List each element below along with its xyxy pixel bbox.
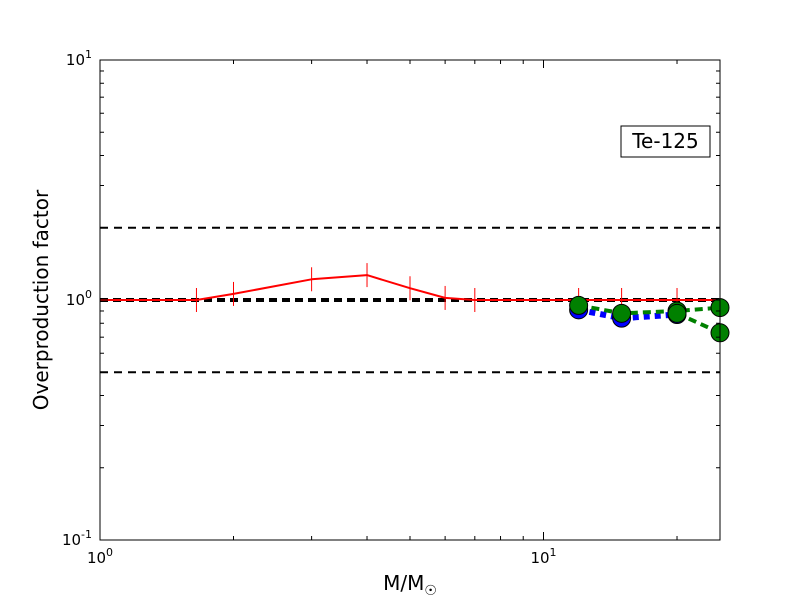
- y-axis-label: Overproduction factor: [29, 189, 53, 410]
- annotation-text: Te-125: [631, 129, 699, 153]
- reference-lines: [100, 226, 720, 374]
- x-tick-label-0: 100: [87, 546, 113, 567]
- series-3-point-0: [667, 303, 687, 323]
- y-tick-label-base-2: 10: [66, 51, 85, 69]
- x-axis-label-main: M/M: [383, 571, 424, 595]
- x-tick-label-1: 101: [530, 546, 556, 567]
- series-1-line: [578, 306, 678, 322]
- x-axis-label-sub: ☉: [424, 583, 437, 599]
- x-tick-label-exp-1: 1: [550, 546, 557, 559]
- x-tick-label-base-0: 10: [87, 549, 106, 567]
- y-tick-label-base-1: 10: [66, 291, 85, 309]
- x-axis-label: M/M☉: [383, 571, 437, 599]
- y-tick-label-exp-0: -1: [81, 528, 92, 541]
- y-tick-label-exp-2: 1: [85, 48, 92, 61]
- y-tick-label-0: 10-1: [62, 528, 92, 549]
- series-0-line: [100, 274, 720, 301]
- series-2-point-0: [569, 295, 589, 315]
- series-0: [100, 263, 720, 312]
- series-2-line: [578, 303, 721, 316]
- y-tick-label-base-0: 10: [62, 531, 81, 549]
- plot-frame: [99, 59, 721, 541]
- y-tick-label-2: 101: [66, 48, 92, 69]
- y-tick-label-1: 100: [66, 288, 92, 309]
- legend-annotation: Te-125: [620, 125, 711, 158]
- annotation-box: [620, 125, 711, 158]
- y-tick-label-exp-1: 0: [85, 288, 92, 301]
- series-2-point-1: [612, 303, 632, 323]
- x-tick-label-base-1: 10: [530, 549, 549, 567]
- x-tick-label-exp-0: 0: [106, 546, 113, 559]
